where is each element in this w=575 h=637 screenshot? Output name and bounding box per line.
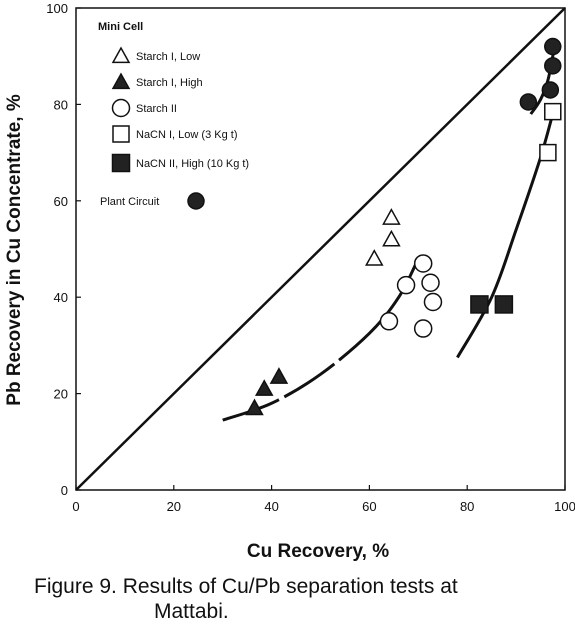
legend-label: NaCN II, High (10 Kg t) xyxy=(136,158,249,170)
data-point xyxy=(470,295,489,314)
data-point xyxy=(382,229,401,247)
series-triangle-open xyxy=(365,208,401,266)
y-tick-label: 100 xyxy=(46,1,68,16)
series-square-filled xyxy=(470,295,514,314)
data-point xyxy=(423,292,443,312)
caption-line-1: Figure 9. Results of Cu/Pb separation te… xyxy=(34,575,458,598)
data-point xyxy=(421,273,440,292)
trend-curve-2 xyxy=(456,104,557,359)
data-point xyxy=(539,143,557,162)
diagonal-line xyxy=(75,7,566,491)
legend-marker xyxy=(111,153,131,173)
x-tick-label: 20 xyxy=(167,499,181,514)
data-point xyxy=(396,275,416,295)
x-tick-label: 40 xyxy=(264,499,278,514)
y-axis-label: Pb Recovery in Cu Concentrate, % xyxy=(4,94,25,406)
series-circle-filled xyxy=(519,37,562,111)
data-point xyxy=(541,81,560,99)
data-point xyxy=(519,93,538,111)
y-tick-label: 60 xyxy=(54,194,68,209)
data-points xyxy=(245,37,562,416)
data-point xyxy=(544,57,562,75)
diagonal-reference-line xyxy=(75,7,566,491)
series-square-open xyxy=(539,102,562,162)
data-point xyxy=(254,379,274,396)
chart: 0 20 40 60 80 100 0 20 40 60 80 100 Mini Cell Starc… xyxy=(4,1,575,562)
data-point xyxy=(544,37,562,56)
legend-label: Plant Circuit xyxy=(100,196,159,208)
series-triangle-filled xyxy=(245,367,289,416)
legend-label: NaCN I, Low (3 Kg t) xyxy=(136,129,237,141)
legend-marker xyxy=(187,192,205,210)
series-circle-open xyxy=(379,254,443,338)
data-point xyxy=(365,249,384,266)
legend-marker xyxy=(111,46,131,64)
trend-curve-1 xyxy=(222,257,420,422)
legend-marker xyxy=(111,72,131,90)
trend-curves xyxy=(222,41,557,422)
figure-caption: Figure 9. Results of Cu/Pb separation te… xyxy=(34,574,564,624)
legend-marker xyxy=(111,98,131,118)
data-point xyxy=(245,398,264,416)
y-tick-label: 80 xyxy=(54,97,68,112)
y-tick-label: 20 xyxy=(54,387,68,402)
x-tick-label: 0 xyxy=(72,499,79,514)
legend-title: Mini Cell xyxy=(98,21,143,33)
legend-label: Starch I, Low xyxy=(136,51,200,63)
data-point xyxy=(269,367,289,384)
y-tick-label: 40 xyxy=(54,290,68,305)
x-tick-label: 100 xyxy=(554,499,575,514)
legend-label: Starch I, High xyxy=(136,77,203,89)
plot-border xyxy=(75,7,566,491)
x-axis-label: Cu Recovery, % xyxy=(247,541,389,562)
caption-line-2: Mattabi. xyxy=(154,600,229,623)
data-point xyxy=(544,102,562,121)
y-axis-ticks: 0 20 40 60 80 100 xyxy=(46,1,81,498)
data-point xyxy=(379,312,399,331)
data-point xyxy=(382,208,401,225)
legend-marker xyxy=(112,125,130,143)
x-axis-ticks: 0 20 40 60 80 100 xyxy=(72,485,575,514)
legend-label: Starch II xyxy=(136,103,177,115)
y-tick-label: 0 xyxy=(61,483,68,498)
data-point xyxy=(494,295,514,314)
data-point xyxy=(413,254,433,273)
plot-area xyxy=(75,7,566,491)
x-tick-label: 60 xyxy=(362,499,376,514)
x-tick-label: 80 xyxy=(460,499,474,514)
data-point xyxy=(413,319,433,338)
legend: Mini Cell Starch I, Low Starch I, High Star… xyxy=(98,21,249,210)
